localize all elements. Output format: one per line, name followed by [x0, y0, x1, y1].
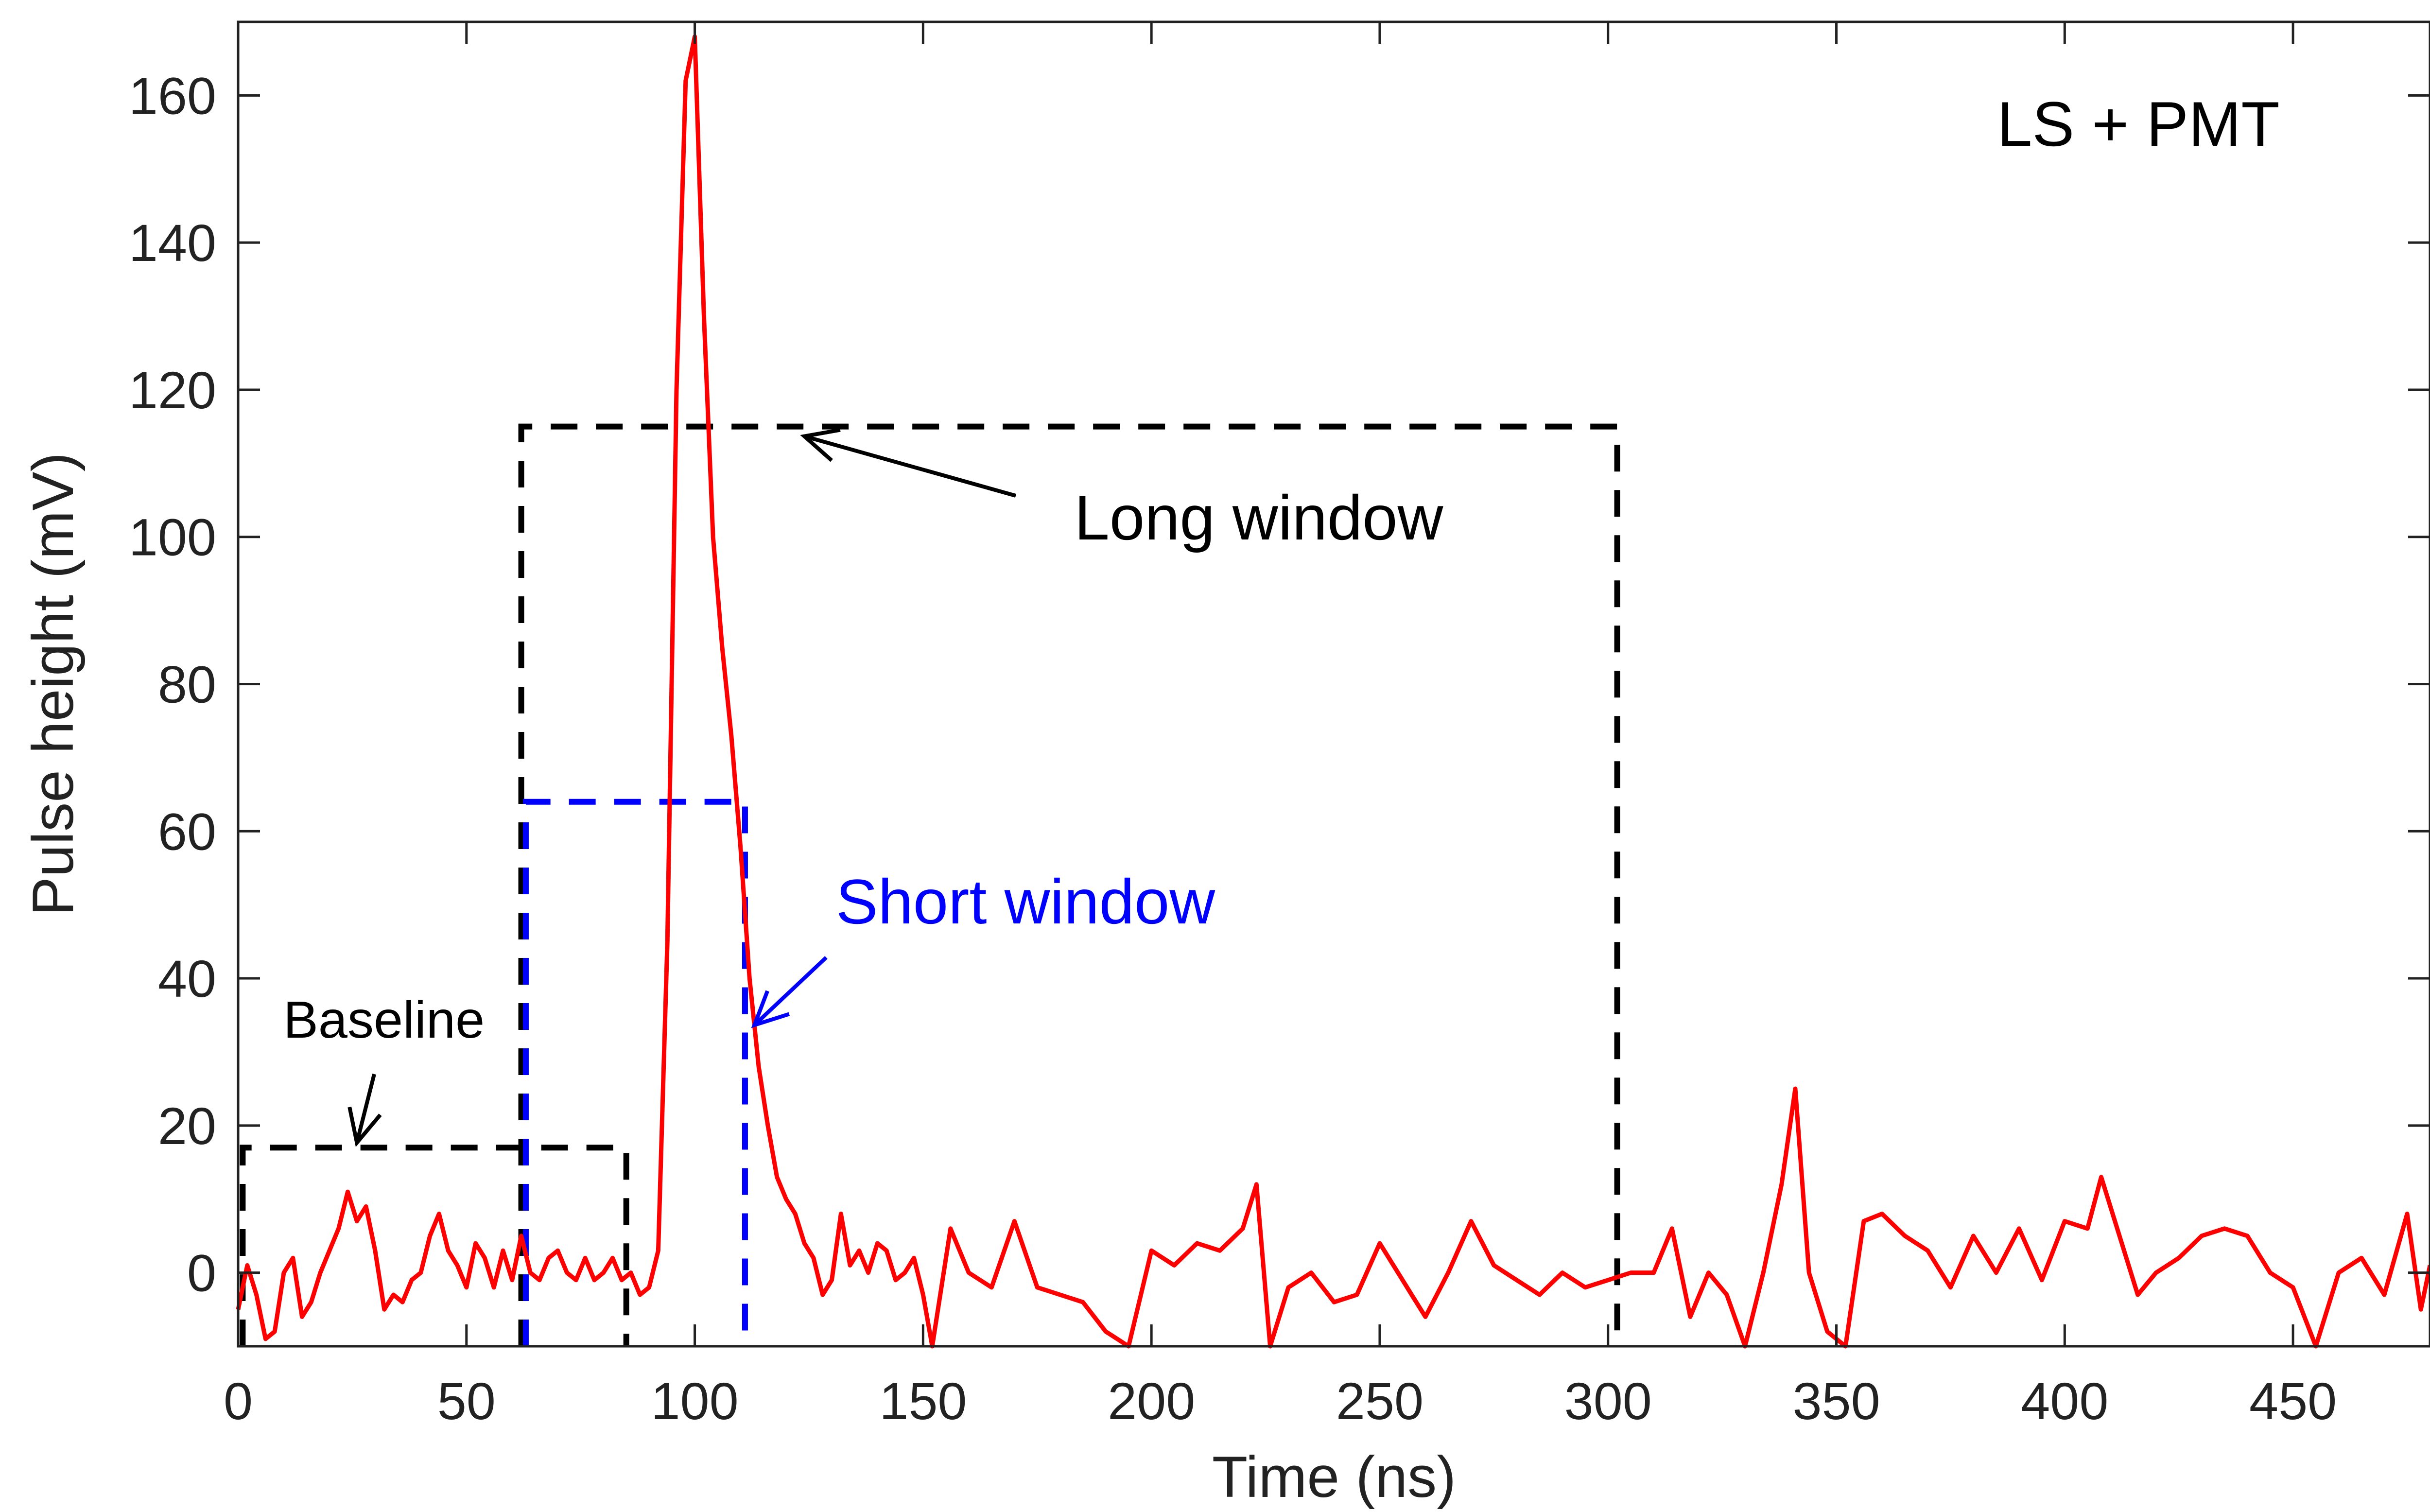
x-tick-label: 50 [437, 1372, 496, 1430]
x-tick-label: 200 [1108, 1372, 1195, 1430]
short-window-arrow-shaft [753, 956, 828, 1026]
y-tick-label: 20 [158, 1096, 216, 1155]
y-tick-label: 140 [129, 213, 216, 272]
baseline-rect [240, 1145, 629, 1346]
y-tick-label: 60 [158, 802, 216, 861]
long-window-arrow-shaft [804, 434, 1017, 498]
x-tick-label: 450 [2249, 1372, 2337, 1430]
long-window-rect [518, 423, 1620, 1346]
label-baseline: Baseline [283, 990, 485, 1049]
y-tick-label: 80 [158, 655, 216, 714]
x-tick-label: 0 [224, 1372, 253, 1430]
y-tick-label: 40 [158, 949, 216, 1008]
x-tick-label: 250 [1336, 1372, 1423, 1430]
label-long-window: Long window [1075, 482, 1444, 553]
short-window-arrow-head [751, 990, 790, 1028]
long-window-arrow-head [800, 428, 841, 462]
x-tick-label: 100 [651, 1372, 738, 1430]
y-tick-label: 0 [187, 1244, 216, 1303]
axes: 0 50 100 150 200 250 300 350 400 450 0 20 40 60 80 100 1… [129, 20, 2430, 1430]
label-ls-pmt: LS + PMT [1997, 88, 2280, 159]
x-tick-label: 300 [1564, 1372, 1652, 1430]
baseline-arrow-head [347, 1106, 382, 1147]
y-tick-label: 100 [129, 508, 216, 567]
x-axis-title: Time (ns) [1212, 1444, 1456, 1510]
x-tick-label: 350 [1792, 1372, 1880, 1430]
label-short-window: Short window [836, 866, 1215, 937]
x-tick-label: 150 [879, 1372, 967, 1430]
baseline-arrow-shaft [355, 1074, 376, 1144]
chart-marks [236, 34, 2430, 1349]
y-axis-title: Pulse height (mV) [20, 452, 86, 916]
x-tick-label: 400 [2021, 1372, 2108, 1430]
annotations: LS + PMT Long window Short window Baseline [283, 88, 2280, 1147]
pulse-trace-line [236, 34, 2430, 1349]
y-tick-label: 160 [129, 66, 216, 125]
y-tick-label: 120 [129, 361, 216, 419]
short-window-rect [522, 799, 748, 1346]
